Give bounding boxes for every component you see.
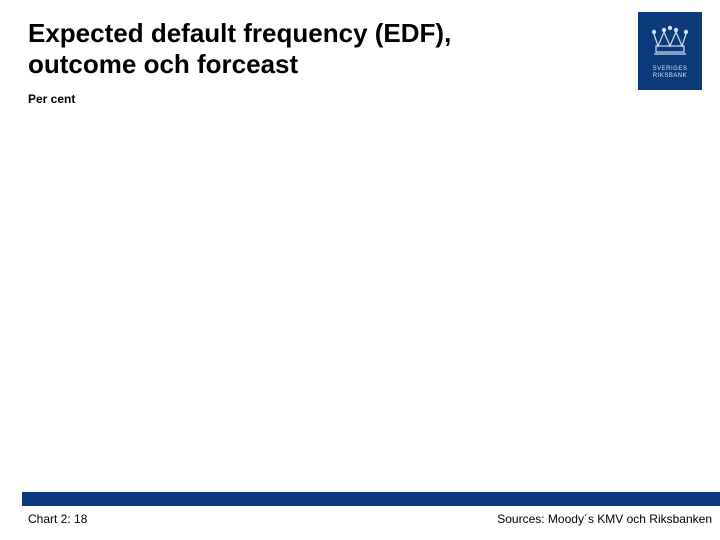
title-block: Expected default frequency (EDF), outcom… — [28, 18, 588, 80]
title-line-1: Expected default frequency (EDF), — [28, 18, 451, 48]
footer-divider-bar — [22, 492, 720, 506]
logo-line-2: RIKSBANK — [653, 73, 687, 79]
chart-number-label: Chart 2: 18 — [28, 512, 87, 526]
logo-text: SVERIGES RIKSBANK — [653, 66, 688, 79]
sources-label: Sources: Moody´s KMV och Riksbanken — [497, 512, 712, 526]
crown-icon — [648, 20, 692, 62]
unit-label: Per cent — [28, 92, 75, 106]
logo-line-1: SVERIGES — [653, 66, 688, 72]
slide: Expected default frequency (EDF), outcom… — [0, 0, 720, 540]
slide-title: Expected default frequency (EDF), outcom… — [28, 18, 588, 80]
title-line-2: outcome och forceast — [28, 49, 298, 79]
riksbank-logo: SVERIGES RIKSBANK — [638, 12, 702, 90]
